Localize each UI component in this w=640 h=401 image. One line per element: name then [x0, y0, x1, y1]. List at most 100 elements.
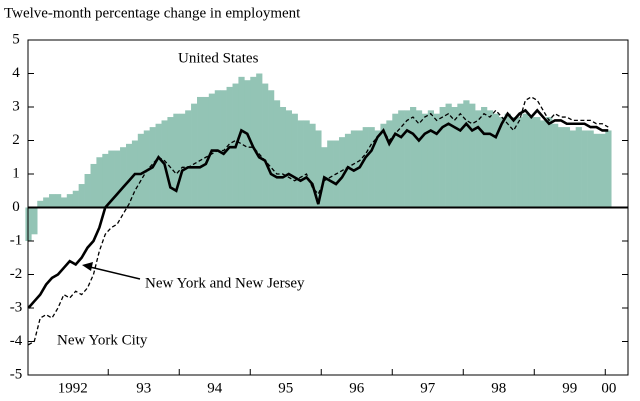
- bar: [279, 107, 287, 208]
- x-tick-label: 98: [491, 380, 506, 396]
- bar: [191, 103, 198, 208]
- bar: [291, 113, 298, 208]
- y-tick-label: -1: [10, 232, 23, 248]
- bar: [510, 117, 517, 208]
- x-tick-label: 93: [136, 380, 151, 396]
- bar: [528, 117, 535, 208]
- bar: [362, 127, 369, 208]
- bar: [202, 96, 210, 208]
- bar: [262, 83, 269, 208]
- bar: [78, 184, 85, 208]
- bar: [350, 130, 358, 208]
- bar: [108, 150, 115, 208]
- bar: [563, 127, 571, 208]
- bar: [356, 130, 363, 208]
- x-tick-label: 95: [278, 380, 293, 396]
- bar: [504, 113, 511, 208]
- bar: [486, 110, 494, 208]
- bar: [398, 110, 405, 208]
- annotation-arrow: [89, 266, 141, 280]
- bar: [546, 117, 553, 208]
- bar: [120, 147, 127, 208]
- bar: [421, 113, 429, 208]
- bar: [368, 127, 375, 208]
- bar: [392, 113, 399, 208]
- y-tick-label: 2: [12, 132, 20, 148]
- bar: [268, 90, 275, 208]
- y-tick-label: -3: [10, 299, 23, 315]
- x-tick-label: 00: [601, 380, 616, 396]
- bar: [84, 174, 91, 208]
- bar: [552, 123, 559, 208]
- bar: [114, 150, 121, 208]
- y-tick-label: -4: [10, 333, 23, 349]
- bar: [605, 130, 612, 208]
- bar: [197, 96, 204, 208]
- y-tick-label: 1: [12, 165, 20, 181]
- x-tick-label: 96: [349, 380, 365, 396]
- bar: [256, 73, 263, 208]
- bar: [37, 200, 44, 208]
- bar: [238, 76, 245, 208]
- bar: [469, 103, 476, 208]
- bar: [31, 207, 38, 235]
- bar: [185, 110, 192, 208]
- plot-area: [25, 73, 628, 346]
- bar: [410, 107, 417, 208]
- bar: [339, 137, 346, 208]
- bar: [250, 76, 257, 208]
- bar: [415, 110, 423, 208]
- bar: [96, 157, 103, 208]
- arrow-head: [82, 262, 93, 271]
- bar: [386, 120, 393, 208]
- y-tick-label: 4: [12, 65, 20, 81]
- x-tick-label: 1992: [58, 380, 88, 396]
- bar: [49, 194, 56, 208]
- bar: [327, 140, 334, 208]
- bar: [244, 80, 251, 208]
- annotation: New York City: [57, 332, 148, 348]
- bar: [534, 117, 541, 208]
- bar: [315, 130, 322, 208]
- bar: [380, 123, 387, 208]
- bar: [433, 113, 440, 208]
- bar: [43, 197, 50, 208]
- line: [27, 108, 609, 309]
- x-tick-label: 94: [207, 380, 223, 396]
- bar: [557, 127, 565, 208]
- bar: [492, 113, 500, 208]
- y-tick-label: 0: [12, 199, 20, 215]
- bar: [451, 107, 458, 208]
- annotation: New York and New Jersey: [145, 275, 305, 291]
- y-tick-label: 5: [12, 31, 20, 47]
- bar: [540, 120, 547, 208]
- bar: [303, 120, 310, 208]
- bar: [220, 90, 227, 208]
- y-tick-label: -2: [10, 266, 23, 282]
- bar: [72, 190, 79, 208]
- bar: [66, 194, 74, 208]
- bar: [569, 130, 577, 208]
- bar: [599, 133, 606, 208]
- bar: [285, 110, 292, 208]
- bar: [481, 107, 488, 208]
- bar: [374, 130, 381, 208]
- y-tick-label: -5: [10, 366, 23, 382]
- bar: [25, 207, 32, 241]
- bar: [475, 110, 482, 208]
- bar: [90, 163, 97, 208]
- bar: [587, 130, 594, 208]
- bar: [155, 123, 162, 208]
- bar: [137, 133, 145, 208]
- bar: [575, 127, 582, 208]
- bar: [60, 197, 68, 208]
- bar: [498, 117, 506, 208]
- bar: [439, 107, 446, 208]
- bar: [581, 130, 588, 208]
- bar: [404, 110, 411, 208]
- bar: [102, 153, 109, 208]
- bar: [344, 133, 352, 208]
- bar: [167, 117, 174, 208]
- y-tick-label: 3: [12, 98, 20, 114]
